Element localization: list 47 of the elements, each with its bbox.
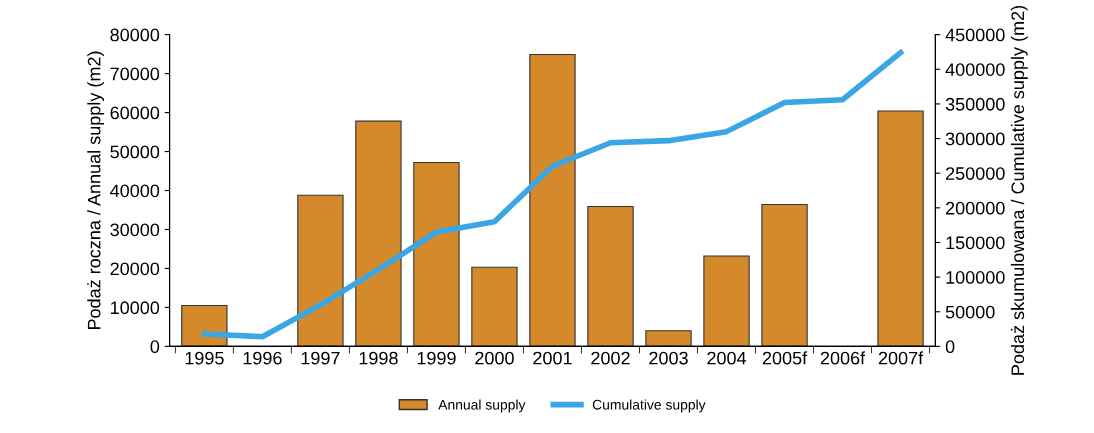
bar: [471, 266, 518, 347]
y-tick-label: 10000: [111, 301, 160, 315]
y-tick-label: 60000: [110, 106, 160, 120]
x-tick-label: 2005f: [762, 351, 808, 365]
y2-tick-label: 250000: [946, 167, 1005, 180]
legend-label: Cumulative supply: [592, 399, 706, 413]
y2-tick-label: 350000: [945, 97, 1005, 111]
x-tick-label: 1998: [359, 351, 398, 365]
y-axis-title: Podaż roczna / Annual supply (m2): [87, 51, 105, 330]
x-tick-label: 2003: [649, 351, 688, 365]
x-tick-label: 2001: [533, 351, 572, 365]
y2-axis-title: Podaż skumulowana / Cumulative supply (m2): [1010, 5, 1028, 375]
x-tick-label: 2006f: [820, 351, 866, 365]
y-tick-label: 40000: [110, 184, 160, 198]
bar: [529, 53, 576, 347]
y-tick-label: 20000: [110, 262, 160, 276]
y-tick-label: 50000: [110, 145, 160, 159]
bar: [181, 304, 228, 347]
x-tick-label: 2007f: [878, 351, 924, 365]
bar: [703, 255, 750, 347]
x-tick-label: 1996: [243, 351, 282, 365]
bar: [877, 110, 924, 347]
bar: [355, 120, 402, 347]
bar: [413, 161, 460, 347]
legend-label: Annual supply: [438, 399, 526, 413]
y2-tick-label: 50000: [945, 305, 995, 319]
y2-tick-label: 450000: [945, 28, 1005, 42]
bar: [297, 194, 344, 347]
x-tick-label: 2000: [475, 351, 514, 365]
y2-tick-label: 300000: [945, 132, 1005, 146]
x-tick-label: 2002: [591, 351, 630, 365]
bar: [645, 330, 692, 347]
x-tick-label: 1997: [301, 351, 340, 365]
x-tick-label: 2004: [707, 351, 747, 365]
y-tick-label: 30000: [110, 223, 160, 237]
x-tick-label: 1995: [185, 351, 224, 365]
y2-tick-label: 100000: [946, 271, 1005, 284]
x-tick-label: 1999: [417, 351, 456, 365]
bar: [761, 203, 808, 347]
bar: [587, 205, 634, 347]
y2-tick-label: 150000: [946, 236, 1005, 250]
y-tick-label: 80000: [110, 28, 160, 42]
y2-tick-label: 0: [945, 340, 955, 354]
y2-tick-label: 400000: [945, 63, 1005, 76]
y2-tick-label: 200000: [946, 201, 1005, 215]
y-tick-label: 70000: [110, 67, 160, 81]
y-tick-label: 0: [150, 340, 160, 354]
